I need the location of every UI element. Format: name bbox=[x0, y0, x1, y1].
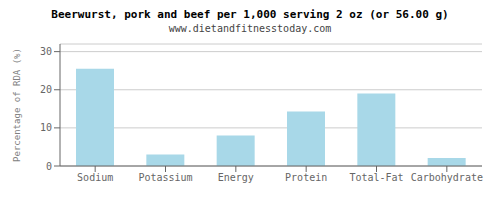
html-text:www.dietandfitnesstoday.com: www.dietandfitnesstoday.com bbox=[168, 23, 332, 34]
html-text:Beerwurst, pork and beef per 1: Beerwurst, pork and beef per 1,000 servi… bbox=[51, 8, 449, 21]
svg-text:0: 0 bbox=[46, 161, 52, 172]
svg-text:Percentage of RDA (%): Percentage of RDA (%) bbox=[12, 48, 22, 162]
svg-text:Energy: Energy bbox=[218, 172, 254, 183]
svg-text:30: 30 bbox=[40, 46, 52, 57]
svg-text:Carbohydrate: Carbohydrate bbox=[411, 172, 483, 183]
svg-text:Protein: Protein bbox=[285, 172, 327, 183]
svg-text:Sodium: Sodium bbox=[77, 172, 113, 183]
svg-text:20: 20 bbox=[40, 84, 52, 95]
svg-text:Potassium: Potassium bbox=[138, 172, 192, 183]
svg-text:10: 10 bbox=[40, 122, 52, 133]
svg-text:Total-Fat: Total-Fat bbox=[349, 172, 403, 183]
